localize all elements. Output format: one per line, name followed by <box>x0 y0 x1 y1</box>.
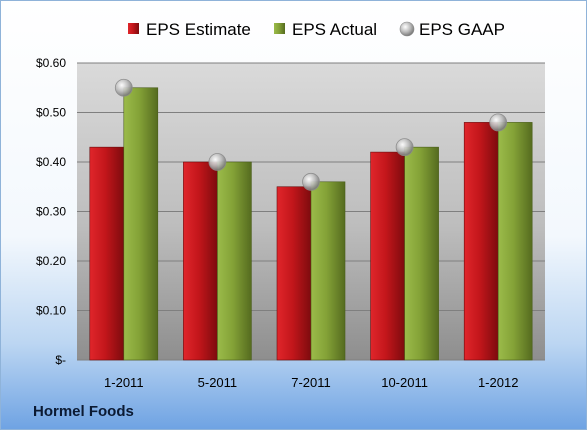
y-tick-label: $0.10 <box>36 304 66 318</box>
legend-label: EPS GAAP <box>419 20 505 39</box>
legend-label: EPS Actual <box>292 20 377 39</box>
marker-eps-gaap <box>302 172 320 191</box>
marker-eps-gaap <box>489 113 508 132</box>
legend-swatch-actual <box>274 23 285 34</box>
bar-eps-estimate <box>276 186 312 361</box>
bar-eps-actual <box>310 181 346 361</box>
bar-eps-actual <box>217 161 252 361</box>
x-tick-label: 1-2012 <box>478 375 518 390</box>
legend-swatch-gaap <box>399 21 415 37</box>
bar-eps-actual <box>123 87 159 361</box>
y-tick-label: $0.20 <box>36 254 66 268</box>
legend-swatch-estimate <box>128 23 139 34</box>
y-tick-label: $0.50 <box>36 106 66 120</box>
bar-eps-estimate <box>183 161 218 361</box>
marker-eps-gaap <box>395 138 414 157</box>
bar-eps-estimate <box>89 146 125 361</box>
x-tick-label: 7-2011 <box>291 375 331 390</box>
marker-eps-gaap <box>114 78 133 97</box>
marker-eps-gaap <box>208 153 227 171</box>
y-tick-label: $0.30 <box>36 205 66 219</box>
legend-label: EPS Estimate <box>146 20 251 39</box>
y-tick-label: $0.60 <box>36 56 66 70</box>
bar-eps-estimate <box>463 122 499 361</box>
x-tick-label: 10-2011 <box>381 375 428 390</box>
y-tick-label: $0.40 <box>36 155 66 169</box>
bar-eps-actual <box>497 122 533 361</box>
y-tick-label: $- <box>55 353 66 367</box>
x-tick-label: 5-2011 <box>198 375 238 390</box>
bar-eps-actual <box>404 146 439 361</box>
company-name: Hormel Foods <box>33 403 134 420</box>
x-tick-label: 1-2011 <box>104 375 144 390</box>
bar-eps-estimate <box>370 151 405 361</box>
